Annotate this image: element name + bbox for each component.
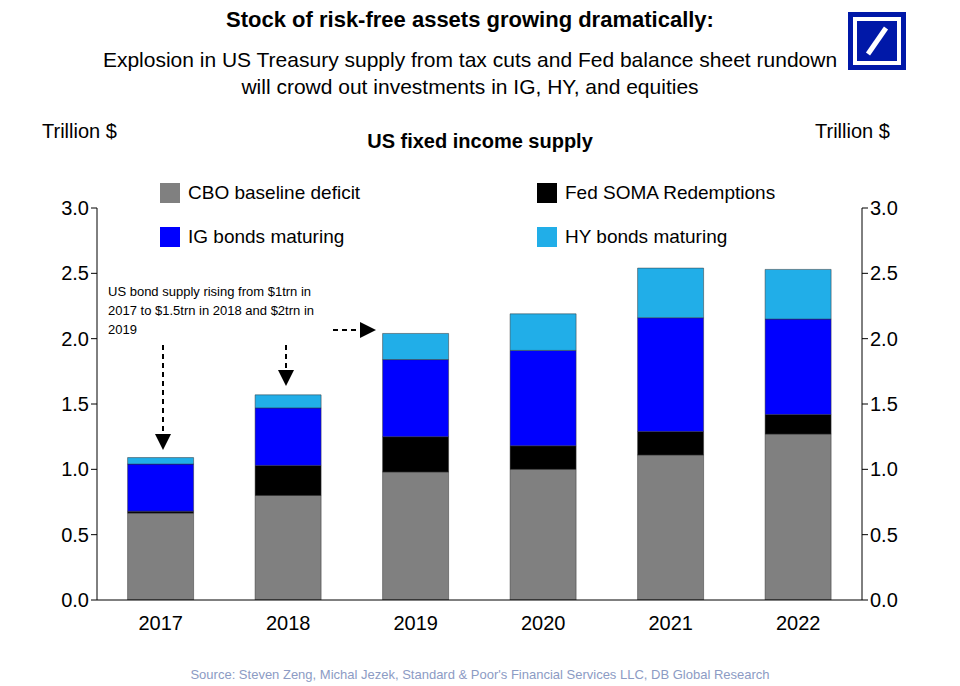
svg-text:0.5: 0.5 <box>61 524 89 546</box>
svg-text:2.0: 2.0 <box>61 328 89 350</box>
html-text:Source: Steven Zeng, Michal Je: Source: Steven Zeng, Michal Jezek, Stand… <box>190 667 770 682</box>
svg-text:2021: 2021 <box>649 612 694 634</box>
svg-text:3.0: 3.0 <box>61 197 89 219</box>
html-text:Explosion in US Treasury suppl: Explosion in US Treasury supply from tax… <box>102 48 838 98</box>
svg-text:1.0: 1.0 <box>61 458 89 480</box>
html-text:Fed SOMA Redemptions: Fed SOMA Redemptions <box>565 182 776 203</box>
html-text:Trillion $: Trillion $ <box>42 120 117 142</box>
svg-text:2.5: 2.5 <box>870 262 898 284</box>
html-text:Trillion $: Trillion $ <box>815 120 890 142</box>
svg-text:2022: 2022 <box>776 612 821 634</box>
svg-text:2017: 2017 <box>139 612 184 634</box>
svg-text:2019: 2019 <box>394 612 439 634</box>
svg-text:1.0: 1.0 <box>870 458 898 480</box>
svg-text:0.0: 0.0 <box>61 589 89 611</box>
html-text:IG bonds maturing: IG bonds maturing <box>188 226 345 247</box>
html-text:CBO baseline deficit: CBO baseline deficit <box>188 182 361 203</box>
svg-text:1.5: 1.5 <box>61 393 89 415</box>
svg-text:0.5: 0.5 <box>870 524 898 546</box>
svg-text:2020: 2020 <box>521 612 566 634</box>
html-text:US fixed income supply: US fixed income supply <box>367 130 593 152</box>
html-text:US bond supply rising from $1t: US bond supply rising from $1trn in 2017… <box>108 284 314 337</box>
svg-text:2.0: 2.0 <box>870 328 898 350</box>
svg-text:2018: 2018 <box>266 612 311 634</box>
svg-text:0.0: 0.0 <box>870 589 898 611</box>
svg-text:1.5: 1.5 <box>870 393 898 415</box>
html-text:HY bonds maturing: HY bonds maturing <box>565 226 728 247</box>
svg-text:2.5: 2.5 <box>61 262 89 284</box>
svg-text:3.0: 3.0 <box>870 197 898 219</box>
html-text:Stock of risk-free assets grow: Stock of risk-free assets growing dramat… <box>226 7 714 32</box>
